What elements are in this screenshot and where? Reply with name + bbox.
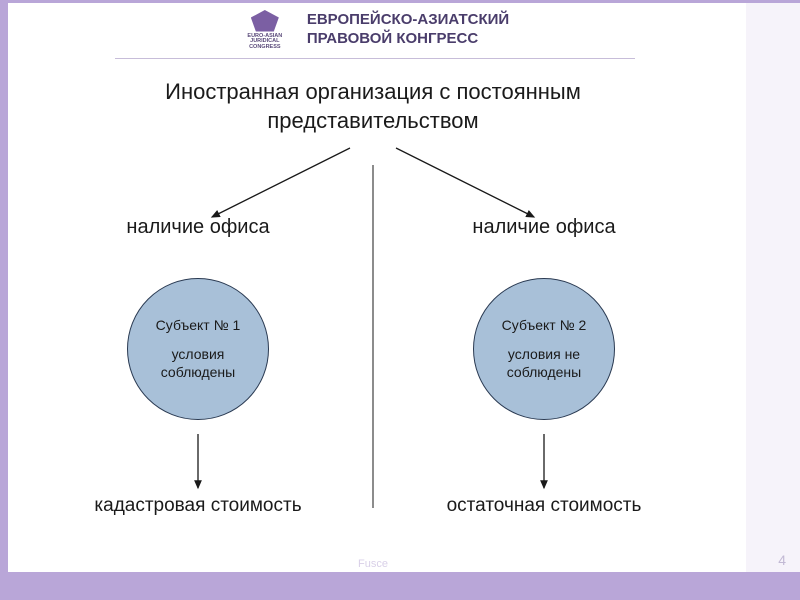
- bottom-bar: [0, 572, 800, 600]
- branch-label-left: наличие офиса: [83, 216, 313, 239]
- congress-logo: EURO-ASIAN JURIDICAL CONGRESS: [237, 10, 293, 50]
- footer-text: Fusce: [0, 558, 746, 570]
- result-right: остаточная стоимость: [404, 495, 684, 517]
- header: EURO-ASIAN JURIDICAL CONGRESS ЕВРОПЕЙСКО…: [0, 10, 746, 50]
- page-number: 4: [778, 552, 786, 568]
- node-1-subject: Субъект № 1: [156, 316, 241, 335]
- result-left: кадастровая стоимость: [58, 495, 338, 517]
- logo-text-2: JURIDICAL CONGRESS: [237, 39, 293, 50]
- title-line-2: представительством: [0, 107, 746, 136]
- node-subject-2: Субъект № 2 условия не соблюдены: [473, 278, 615, 420]
- node-1-condition: условия соблюдены: [138, 345, 258, 383]
- branch-label-right: наличие офиса: [429, 216, 659, 239]
- node-subject-1: Субъект № 1 условия соблюдены: [127, 278, 269, 420]
- logo-shape: [251, 10, 279, 32]
- header-rule: [115, 58, 635, 59]
- node-2-condition: условия не соблюдены: [484, 345, 604, 383]
- node-2-subject: Субъект № 2: [502, 316, 587, 335]
- header-line-1: ЕВРОПЕЙСКО-АЗИАТСКИЙ: [307, 11, 509, 30]
- header-line-2: ПРАВОВОЙ КОНГРЕСС: [307, 30, 509, 49]
- top-accent: [0, 0, 800, 3]
- header-title: ЕВРОПЕЙСКО-АЗИАТСКИЙ ПРАВОВОЙ КОНГРЕСС: [307, 11, 509, 49]
- title-line-1: Иностранная организация с постоянным: [0, 78, 746, 107]
- main-title: Иностранная организация с постоянным пре…: [0, 78, 746, 135]
- right-column-bg: [746, 0, 800, 600]
